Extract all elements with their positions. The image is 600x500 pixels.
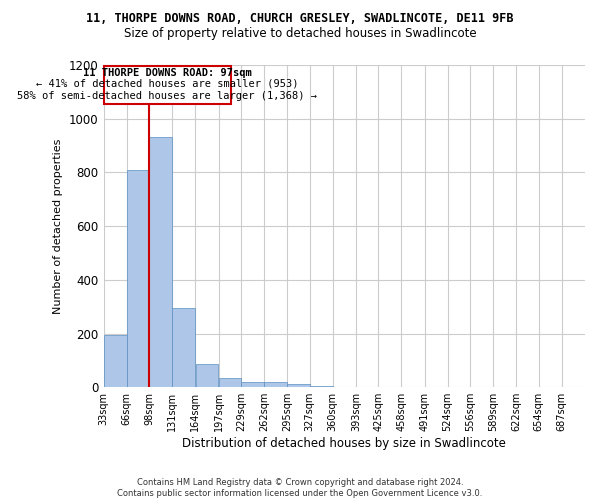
Text: 11 THORPE DOWNS ROAD: 97sqm: 11 THORPE DOWNS ROAD: 97sqm [83, 68, 251, 78]
Bar [104, 66, 231, 104]
Text: ← 41% of detached houses are smaller (953): ← 41% of detached houses are smaller (95… [36, 79, 298, 89]
Bar [104, 335, 127, 387]
Bar [149, 138, 172, 387]
X-axis label: Distribution of detached houses by size in Swadlincote: Distribution of detached houses by size … [182, 437, 506, 450]
Bar [241, 382, 264, 387]
Text: 58% of semi-detached houses are larger (1,368) →: 58% of semi-detached houses are larger (… [17, 92, 317, 102]
Text: Size of property relative to detached houses in Swadlincote: Size of property relative to detached ho… [124, 28, 476, 40]
Text: Contains HM Land Registry data © Crown copyright and database right 2024.
Contai: Contains HM Land Registry data © Crown c… [118, 478, 482, 498]
Bar [310, 386, 332, 387]
Bar [264, 382, 287, 387]
Text: 11, THORPE DOWNS ROAD, CHURCH GRESLEY, SWADLINCOTE, DE11 9FB: 11, THORPE DOWNS ROAD, CHURCH GRESLEY, S… [86, 12, 514, 26]
Y-axis label: Number of detached properties: Number of detached properties [53, 138, 64, 314]
Bar [172, 308, 195, 387]
Bar [196, 364, 218, 387]
Bar [333, 386, 356, 387]
Bar [287, 384, 310, 387]
Bar [127, 170, 149, 387]
Bar [218, 378, 241, 387]
